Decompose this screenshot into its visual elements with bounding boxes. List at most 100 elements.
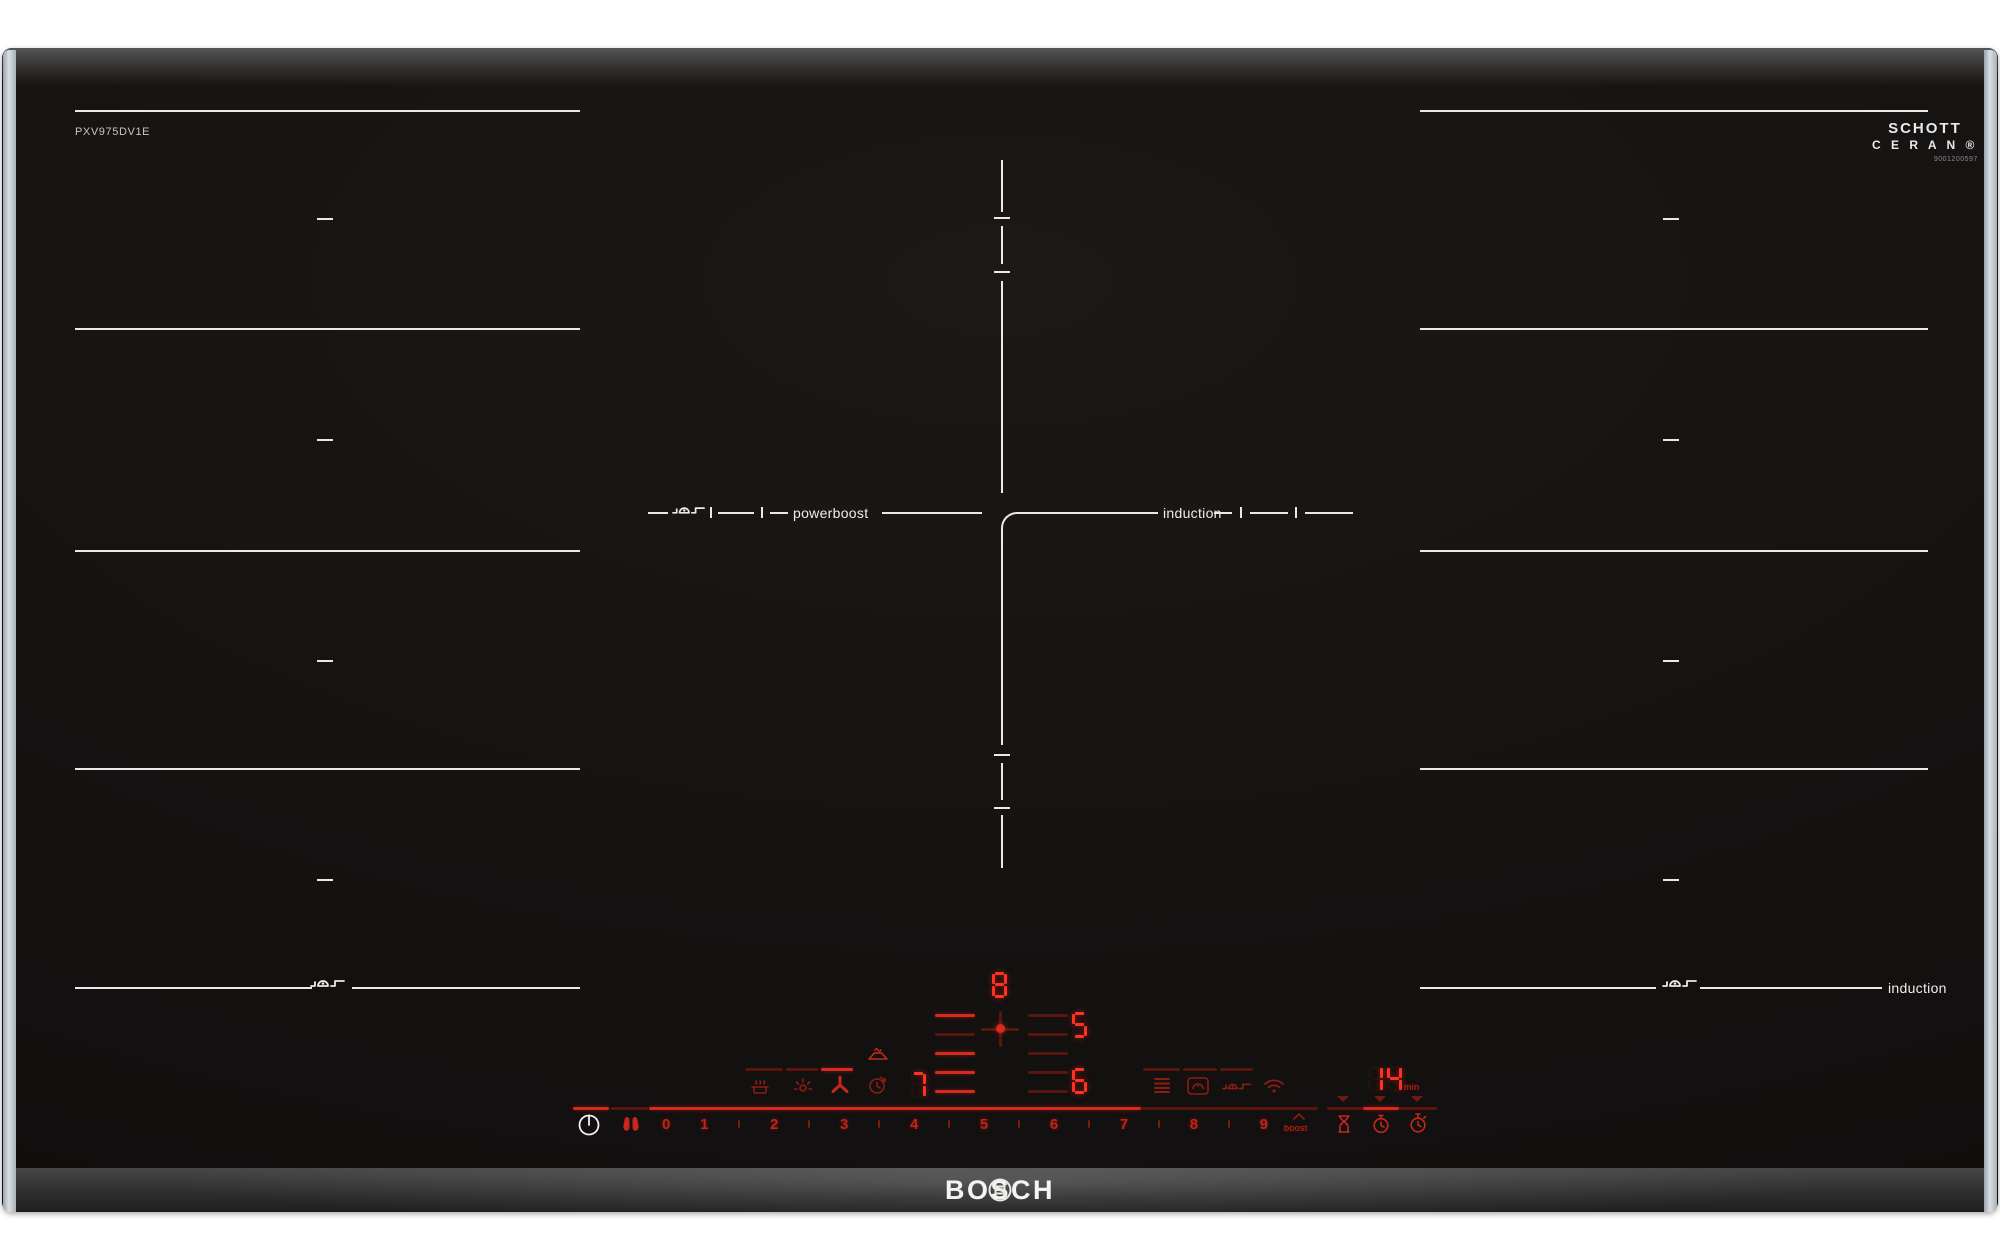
- timer-unit-label: min: [1404, 1082, 1420, 1092]
- stopwatch-icon[interactable]: [1408, 1112, 1428, 1134]
- zone-center-dash: [1663, 660, 1679, 662]
- flex-pan-icon: [672, 503, 706, 517]
- zone-line: [1420, 768, 1928, 770]
- hood-fan-icon[interactable]: [828, 1074, 852, 1096]
- arrow-down-icon[interactable]: [1337, 1096, 1349, 1102]
- zone-bar: [1028, 1071, 1068, 1074]
- power-level-6[interactable]: 6: [1049, 1115, 1059, 1133]
- top-bevel: [2, 48, 1998, 86]
- zone-label-induction-center: induction: [1163, 505, 1222, 521]
- zone-line: [882, 512, 982, 514]
- power-level-4[interactable]: 4: [909, 1115, 919, 1133]
- boost-chevron-icon[interactable]: [1292, 1112, 1306, 1120]
- zone-center-dash: [1663, 879, 1679, 881]
- zone-line: [1214, 512, 1232, 514]
- cooking-sensor-icon[interactable]: [748, 1076, 772, 1096]
- arrow-down-icon[interactable]: [1374, 1096, 1386, 1102]
- pan-recognition-icon[interactable]: [1186, 1076, 1210, 1096]
- hood-level-segment: [745, 1068, 783, 1071]
- power-slider-segment[interactable]: [573, 1107, 609, 1110]
- zone-center-dash: [1663, 439, 1679, 441]
- zone-line: [1420, 110, 1928, 112]
- power-icon[interactable]: [577, 1113, 601, 1137]
- flex-divider-segment: [1001, 530, 1003, 745]
- arrow-down-icon[interactable]: [1411, 1096, 1423, 1102]
- kitchen-timer-icon[interactable]: [1371, 1114, 1391, 1134]
- zone-bar: [935, 1033, 975, 1036]
- seven-segment-digit: [911, 1072, 926, 1098]
- zone-right-bottom-level-display: [1072, 1068, 1087, 1094]
- flex-divider-tick: [994, 217, 1010, 219]
- power-level-0[interactable]: 0: [662, 1115, 671, 1133]
- zone-center-dash: [317, 218, 333, 220]
- zone-label-induction-right: induction: [1888, 980, 1947, 996]
- zone-line: [1305, 512, 1353, 514]
- power-level-9[interactable]: 9: [1259, 1115, 1268, 1133]
- timer-slider-segment[interactable]: [1363, 1107, 1399, 1110]
- scale-tick[interactable]: [1087, 1120, 1090, 1128]
- right-metal-rail: [1984, 50, 1997, 1212]
- zone-label-powerboost: powerboost: [793, 505, 869, 521]
- power-level-8[interactable]: 8: [1189, 1115, 1199, 1133]
- menu-icon[interactable]: [1152, 1076, 1172, 1094]
- power-level-1[interactable]: 1: [700, 1115, 709, 1133]
- power-level-7[interactable]: 7: [1119, 1115, 1129, 1133]
- flex-pan-icon: [1662, 976, 1698, 990]
- zone-line: [718, 512, 754, 514]
- flex-divider-tick: [994, 271, 1010, 273]
- scale-tick[interactable]: [1157, 1120, 1160, 1128]
- wipe-protection-icon[interactable]: [618, 1114, 644, 1134]
- seven-segment-digit: [1387, 1066, 1402, 1092]
- zone-line: [75, 768, 580, 770]
- flex-divider-segment: [1001, 815, 1003, 868]
- zone-bar: [935, 1090, 975, 1093]
- power-scale[interactable]: 0 1 2 3 4 5 6 7 8 9: [662, 1114, 1268, 1134]
- power-level-2[interactable]: 2: [770, 1115, 779, 1133]
- power-slider-segment[interactable]: [1141, 1107, 1318, 1110]
- power-level-5[interactable]: 5: [979, 1115, 989, 1133]
- glass-brand-logo: SCHOTT C E R A N ® 9001200597: [1872, 120, 1978, 163]
- scale-tick[interactable]: [1227, 1120, 1230, 1128]
- zone-left-level-display: [911, 1072, 926, 1098]
- power-slider-segment[interactable]: [649, 1107, 1141, 1110]
- flex-divider-tick: [994, 754, 1010, 756]
- zone-timer-icon[interactable]: [866, 1074, 888, 1096]
- boost-label[interactable]: boost: [1284, 1123, 1308, 1133]
- flex-pan-icon: [310, 976, 346, 990]
- zone-corner-arc: [1001, 512, 1021, 532]
- scale-tick[interactable]: [738, 1120, 741, 1128]
- zone-center-dash: [317, 439, 333, 441]
- power-slider-segment[interactable]: [611, 1107, 648, 1110]
- power-level-3[interactable]: 3: [840, 1115, 849, 1133]
- front-trim-band: BOSCH: [16, 1168, 1984, 1212]
- flex-pan-icon[interactable]: [1222, 1080, 1252, 1092]
- seven-segment-digit: [1072, 1012, 1087, 1038]
- zone-line: [75, 987, 312, 989]
- glass-code: 9001200597: [1933, 156, 1978, 163]
- scale-tick[interactable]: [808, 1120, 811, 1128]
- timer-slider-segment[interactable]: [1399, 1107, 1437, 1110]
- egg-timer-icon[interactable]: [1336, 1114, 1352, 1134]
- hood-icon[interactable]: [866, 1042, 890, 1066]
- function-segment: [1143, 1068, 1180, 1071]
- zone-line: [770, 512, 788, 514]
- hood-light-icon[interactable]: [793, 1076, 813, 1096]
- flex-divider-tick: [994, 807, 1010, 809]
- zone-bar: [1028, 1014, 1068, 1017]
- zone-bar: [935, 1052, 975, 1055]
- timer-slider-segment[interactable]: [1327, 1107, 1363, 1110]
- wifi-icon[interactable]: [1262, 1076, 1286, 1094]
- seven-segment-digit: [992, 972, 1007, 998]
- hood-level-segment: [821, 1068, 853, 1071]
- scale-tick[interactable]: [878, 1120, 881, 1128]
- glass-brand-line2: C E R A N ®: [1872, 138, 1978, 152]
- zone-center-dash: [1663, 218, 1679, 220]
- flex-divider-segment: [1001, 281, 1003, 493]
- zone-line: [1250, 512, 1288, 514]
- flex-divider-segment: [1001, 226, 1003, 264]
- scale-tick[interactable]: [948, 1120, 951, 1128]
- zone-separator: [1295, 507, 1297, 518]
- scale-tick[interactable]: [1018, 1120, 1021, 1128]
- zone-bar: [935, 1071, 975, 1074]
